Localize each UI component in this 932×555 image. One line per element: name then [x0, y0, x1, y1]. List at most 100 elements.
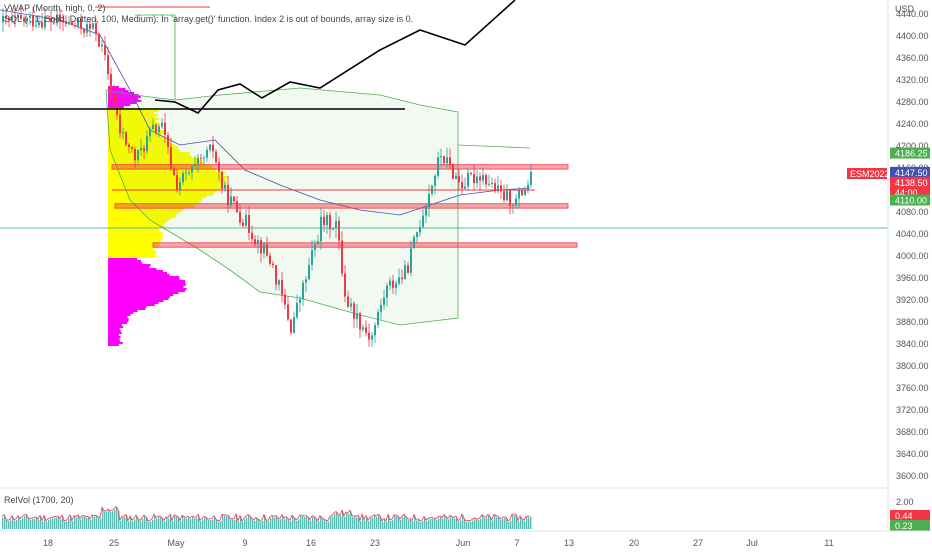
candle-body [335, 221, 337, 229]
countdown-badge-bg [890, 186, 930, 198]
relvol-bar [466, 522, 468, 529]
relvol-bar [370, 517, 372, 529]
relvol-bar [44, 516, 46, 529]
volume-profile-bar [108, 106, 124, 108]
candle-body [95, 23, 97, 34]
relvol-bar [162, 518, 164, 529]
candle-body [443, 156, 445, 164]
candle-body [113, 93, 115, 104]
candle-body [419, 227, 421, 233]
candle-body [386, 285, 388, 298]
volume-profile-bar [108, 118, 160, 120]
relvol-bar [228, 516, 230, 529]
relvol-bar [364, 520, 366, 529]
volume-profile-bar [108, 296, 170, 298]
relvol-bar [30, 519, 32, 529]
relvol-bar [242, 521, 244, 529]
relvol-bar [318, 521, 320, 529]
relvol-bar [338, 514, 340, 529]
vwap-band-right [457, 144, 531, 149]
volume-profile-bar [108, 318, 129, 320]
candle-body [77, 18, 79, 27]
relvol-bar [56, 517, 58, 529]
volume-profile-bar [108, 278, 180, 280]
relvol-bar [376, 517, 378, 529]
volume-profile-bar [108, 204, 196, 206]
candle-body [326, 215, 328, 226]
candle-body [467, 172, 469, 187]
candle-body [245, 215, 247, 226]
relvol-bar [114, 510, 116, 529]
relvol-bar [482, 515, 484, 529]
volume-profile-bar [108, 246, 158, 248]
relvol-bar [286, 517, 288, 529]
candle-body [170, 147, 172, 169]
relvol-bar [414, 515, 416, 529]
volume-profile-bar [108, 196, 207, 198]
relvol-bar [110, 512, 112, 529]
volume-profile-bar [108, 142, 171, 144]
candle-body [362, 327, 364, 330]
relvol-bar [476, 519, 478, 529]
candle-body [233, 196, 235, 201]
relvol-bar [530, 516, 532, 529]
price-unit-label: USD [895, 4, 915, 14]
candle-body [254, 239, 256, 244]
candle-body [179, 182, 181, 190]
relvol-bar [174, 516, 176, 529]
candle-body [107, 55, 109, 75]
candle-body [353, 303, 355, 319]
candle-body [428, 193, 430, 207]
last-price-badge: 4138.50 [890, 176, 930, 188]
price-tick-label: 3840.00 [896, 339, 929, 349]
volume-profile-bar [108, 326, 124, 328]
relvol-legend[interactable]: RelVol (1700, 20) [4, 495, 74, 505]
relvol-bar [166, 517, 168, 529]
relvol-bar [244, 519, 246, 529]
candle-body [137, 149, 139, 161]
sql-legend[interactable]: SQL ( , 1, Solid, Dotted, 100, Medium): … [4, 14, 414, 24]
relvol-bar [336, 512, 338, 529]
price-tick-label: 4360.00 [896, 53, 929, 63]
candle-body [311, 250, 313, 265]
relvol-bar [200, 521, 202, 529]
symbol-badge-text: ESM2022 [850, 169, 890, 179]
relvol-bar [528, 517, 530, 529]
time-tick-label: 7 [514, 538, 519, 548]
relvol-bar [470, 521, 472, 529]
relvol-bar [84, 516, 86, 529]
candle-body [17, 14, 19, 18]
relvol-bar [400, 519, 402, 529]
relvol-green-badge-text: 0.23 [895, 521, 913, 531]
candle-body [392, 280, 394, 288]
candle-body [359, 313, 361, 330]
relvol-bar [180, 521, 182, 529]
candle-body [206, 150, 208, 158]
volume-profile-bar [108, 290, 186, 292]
vwap-badge: 4147.50 [890, 166, 930, 178]
relvol-bar [102, 508, 104, 529]
candle-body [287, 304, 289, 320]
candle-body [29, 16, 31, 18]
relvol-bar [522, 519, 524, 529]
volume-profile-bar [108, 328, 120, 330]
relvol-bar [368, 521, 370, 529]
relvol-bar [34, 518, 36, 529]
time-tick-label: 25 [109, 538, 119, 548]
relvol-bar [170, 515, 172, 529]
vwap-legend[interactable]: VWAP (Month, high, 0, 2) [4, 3, 106, 13]
candle-body [518, 190, 520, 199]
vwap-band-edge [135, 14, 176, 100]
candle-body [341, 240, 343, 274]
candle-body [491, 183, 493, 184]
relvol-bar [24, 516, 26, 529]
candle-body [377, 311, 379, 326]
candle-body [8, 17, 10, 21]
relvol-bar [136, 516, 138, 529]
relvol-bar [52, 518, 54, 529]
relvol-green-badge-bg [890, 520, 930, 531]
relvol-bar [54, 517, 56, 529]
zone-rect [111, 164, 569, 170]
relvol-bar [328, 521, 330, 529]
